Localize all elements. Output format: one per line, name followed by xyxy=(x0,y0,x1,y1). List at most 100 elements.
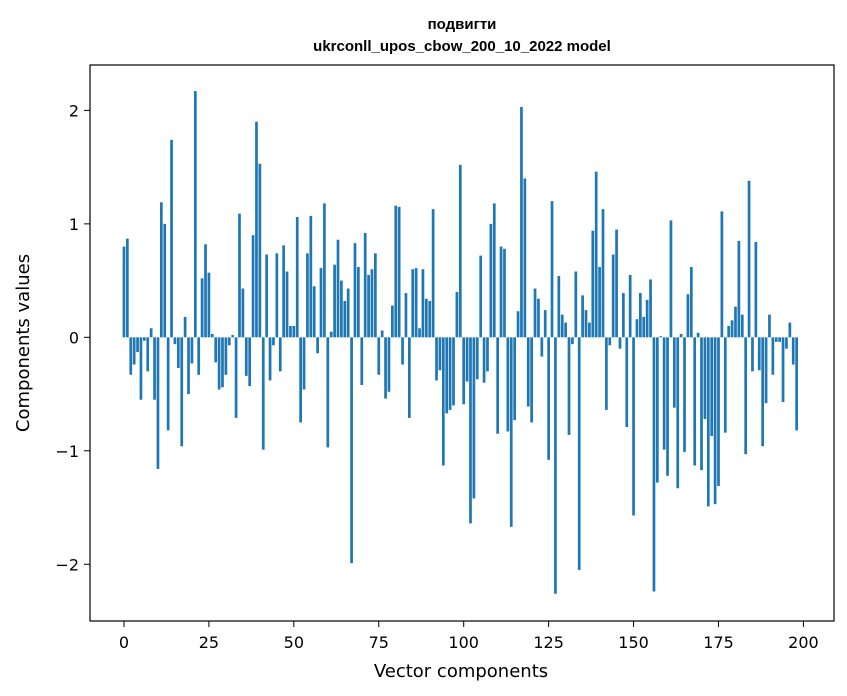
bar-163 xyxy=(676,337,680,489)
bar-18 xyxy=(183,316,187,338)
bar-87 xyxy=(418,328,421,338)
bar-165 xyxy=(683,337,686,452)
x-tick-label: 75 xyxy=(369,633,389,652)
bar-146 xyxy=(618,337,622,349)
bar-155 xyxy=(649,279,652,338)
bar-120 xyxy=(530,337,533,423)
bar-152 xyxy=(639,293,642,338)
bar-79 xyxy=(391,305,394,338)
bar-85 xyxy=(411,269,415,338)
bar-20 xyxy=(190,337,194,364)
bar-138 xyxy=(591,230,595,338)
bar-78 xyxy=(387,337,391,392)
bar-68 xyxy=(353,243,357,338)
bar-105 xyxy=(479,255,483,338)
bar-154 xyxy=(645,299,649,338)
bar-42 xyxy=(265,254,269,338)
bar-114 xyxy=(509,337,513,527)
bar-179 xyxy=(730,320,734,338)
y-axis-label: Components values xyxy=(13,254,34,432)
bar-60 xyxy=(326,337,330,448)
bar-133 xyxy=(574,271,578,338)
x-tick-label: 100 xyxy=(448,633,479,652)
bar-14 xyxy=(170,139,173,338)
bar-30 xyxy=(224,337,228,375)
bar-44 xyxy=(272,337,275,346)
bar-148 xyxy=(625,337,629,427)
bar-36 xyxy=(244,337,248,376)
bar-33 xyxy=(234,337,238,418)
bar-153 xyxy=(642,316,646,338)
bar-43 xyxy=(268,337,272,381)
bar-69 xyxy=(357,266,360,338)
bar-76 xyxy=(380,330,384,338)
bar-16 xyxy=(176,337,180,368)
bar-70 xyxy=(360,337,364,385)
y-tick-label: 0 xyxy=(69,328,79,347)
bar-145 xyxy=(615,229,618,338)
bar-50 xyxy=(292,325,296,338)
bar-92 xyxy=(435,337,438,381)
bar-182 xyxy=(740,314,744,338)
bar-129 xyxy=(560,314,564,338)
bar-118 xyxy=(523,178,527,338)
bar-34 xyxy=(238,213,241,338)
bar-54 xyxy=(306,253,309,338)
bar-147 xyxy=(622,293,625,338)
bar-9 xyxy=(153,337,156,400)
bar-193 xyxy=(778,337,781,342)
bar-19 xyxy=(187,337,190,395)
bar-175 xyxy=(717,337,720,486)
bar-177 xyxy=(723,337,727,433)
bar-110 xyxy=(496,337,500,434)
bar-27 xyxy=(214,337,218,363)
bar-77 xyxy=(384,337,387,399)
x-axis: 0 25 50 75 100 125 150 175 200 xyxy=(119,621,819,652)
y-tick-label: 2 xyxy=(69,101,79,120)
bar-57 xyxy=(316,337,319,354)
bar-47 xyxy=(282,245,285,338)
bar-108 xyxy=(489,223,493,338)
bar-65 xyxy=(343,301,347,338)
bar-74 xyxy=(374,253,377,338)
bar-28 xyxy=(217,337,221,390)
bar-174 xyxy=(713,337,717,505)
bar-25 xyxy=(207,272,211,338)
bar-35 xyxy=(241,288,245,338)
bar-122 xyxy=(537,298,540,338)
bar-37 xyxy=(248,337,252,387)
x-tick-label: 125 xyxy=(533,633,564,652)
bar-3 xyxy=(132,337,136,365)
bar-7 xyxy=(146,337,150,372)
bar-51 xyxy=(295,217,299,338)
bar-171 xyxy=(703,337,707,420)
bar-195 xyxy=(785,337,788,349)
bar-29 xyxy=(221,337,224,388)
bar-113 xyxy=(506,337,510,432)
bar-187 xyxy=(757,337,761,371)
x-axis-label: Vector components xyxy=(374,661,548,682)
bar-61 xyxy=(329,331,333,338)
bar-26 xyxy=(210,333,214,338)
bar-40 xyxy=(258,163,262,338)
bar-89 xyxy=(424,298,428,338)
x-tick-label: 25 xyxy=(199,633,219,652)
y-axis: −2 −1 0 1 2 xyxy=(55,101,90,574)
bar-188 xyxy=(761,337,765,447)
bar-75 xyxy=(377,337,381,375)
x-tick-label: 50 xyxy=(284,633,304,652)
bar-46 xyxy=(278,337,282,372)
bar-198 xyxy=(795,337,798,431)
bar-180 xyxy=(734,306,737,338)
bar-0 xyxy=(122,246,126,338)
bar-185 xyxy=(751,337,754,372)
bar-169 xyxy=(696,332,700,338)
bar-162 xyxy=(672,337,676,408)
y-tick-label: −2 xyxy=(55,555,79,574)
bar-111 xyxy=(499,246,503,338)
bar-39 xyxy=(255,121,258,338)
bar-132 xyxy=(571,337,574,345)
bar-13 xyxy=(166,337,170,431)
bar-181 xyxy=(737,240,741,338)
bar-164 xyxy=(679,333,683,338)
